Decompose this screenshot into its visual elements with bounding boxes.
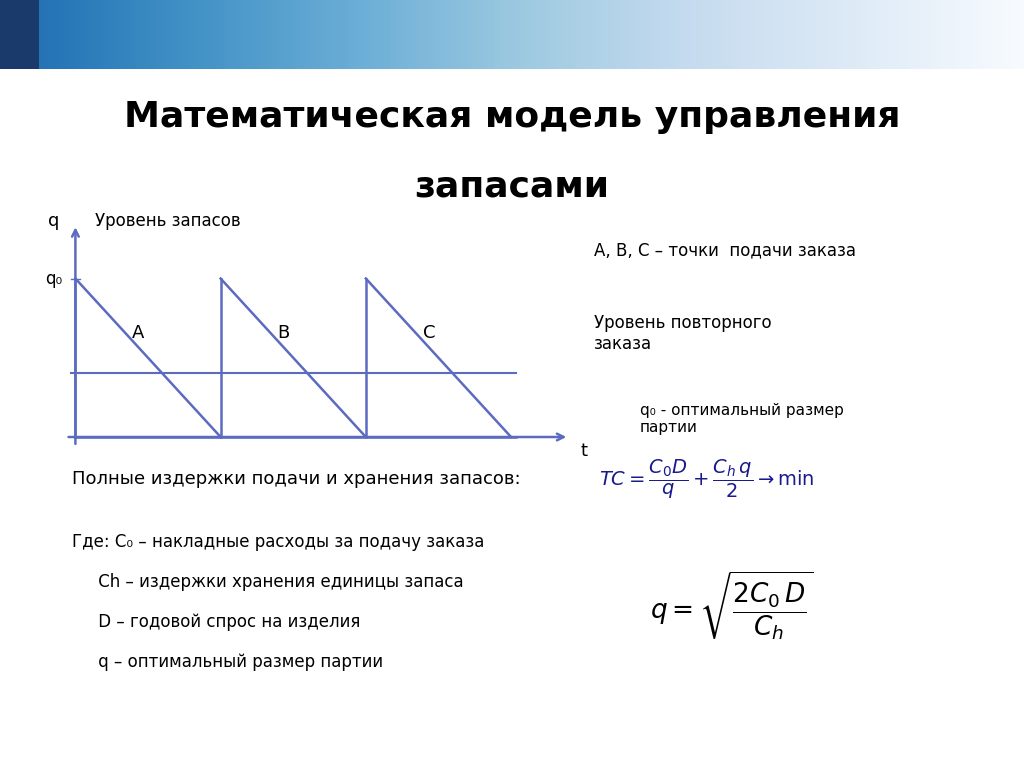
Text: A, B, C – точки  подачи заказа: A, B, C – точки подачи заказа bbox=[594, 242, 856, 259]
Text: запасами: запасами bbox=[415, 170, 609, 203]
Text: Уровень запасов: Уровень запасов bbox=[95, 212, 241, 229]
Text: Полные издержки подачи и хранения запасов:: Полные издержки подачи и хранения запасо… bbox=[72, 470, 520, 489]
Text: q₀: q₀ bbox=[45, 269, 62, 288]
Text: B: B bbox=[278, 324, 290, 341]
Text: Ch – издержки хранения единицы запаса: Ch – издержки хранения единицы запаса bbox=[72, 573, 463, 591]
Bar bbox=[0, 0, 39, 69]
Text: Где: C₀ – накладные расходы за подачу заказа: Где: C₀ – накладные расходы за подачу за… bbox=[72, 533, 484, 551]
Text: q: q bbox=[48, 212, 59, 229]
Text: $q = \sqrt{\dfrac{2C_0\, D}{C_h}}$: $q = \sqrt{\dfrac{2C_0\, D}{C_h}}$ bbox=[650, 569, 813, 643]
Text: $TC = \dfrac{C_0 D}{q} + \dfrac{C_h\, q}{2} \rightarrow \min$: $TC = \dfrac{C_0 D}{q} + \dfrac{C_h\, q}… bbox=[599, 458, 814, 501]
Text: Математическая модель управления: Математическая модель управления bbox=[124, 100, 900, 134]
Text: Уровень повторного
заказа: Уровень повторного заказа bbox=[594, 314, 771, 353]
Text: D – годовой спрос на изделия: D – годовой спрос на изделия bbox=[72, 613, 360, 630]
Text: q₀ - оптимальный размер
партии: q₀ - оптимальный размер партии bbox=[640, 403, 844, 435]
Text: C: C bbox=[423, 324, 435, 341]
Text: t: t bbox=[581, 442, 587, 459]
Text: q – оптимальный размер партии: q – оптимальный размер партии bbox=[72, 653, 383, 670]
Text: A: A bbox=[132, 324, 144, 341]
